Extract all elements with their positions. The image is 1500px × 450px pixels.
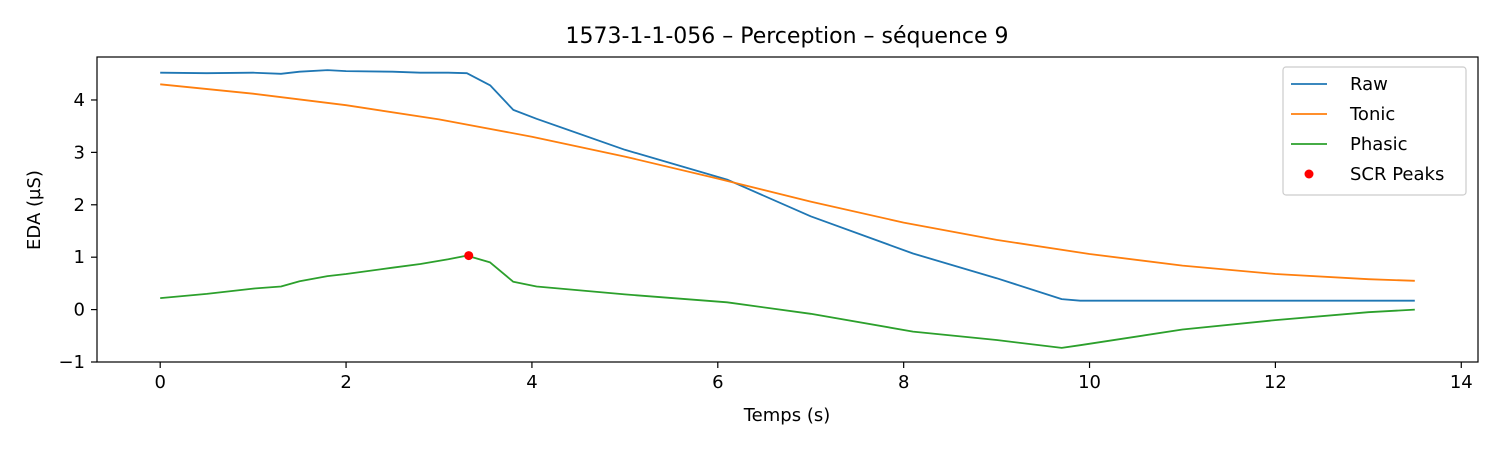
series-line-phasic (160, 254, 1415, 349)
y-tick-label: 0 (74, 300, 85, 321)
legend-swatch (1304, 169, 1314, 179)
series-line-raw (160, 69, 1415, 302)
x-tick-label: 10 (1078, 372, 1101, 393)
x-tick-label: 12 (1264, 372, 1287, 393)
x-tick-label: 6 (712, 372, 723, 393)
plot-area (160, 69, 1415, 349)
x-tick-label: 4 (526, 372, 537, 393)
legend-box (1282, 66, 1467, 196)
scr-peak-point (464, 251, 474, 261)
legend-label: SCR Peaks (1350, 164, 1444, 185)
legend: Raw Tonic Phasic SCR Peaks (1282, 66, 1467, 196)
x-tick-label: 0 (154, 372, 165, 393)
legend-label: Raw (1350, 74, 1388, 95)
legend-label: Phasic (1350, 134, 1408, 155)
x-tick-label: 14 (1450, 372, 1473, 393)
y-tick-label: −1 (58, 352, 85, 373)
y-tick-label: 1 (74, 247, 85, 268)
y-axis: −1 0 1 2 3 4 (58, 90, 97, 373)
legend-label: Tonic (1349, 104, 1395, 125)
x-axis: 0 2 4 6 8 10 12 14 (154, 362, 1473, 393)
y-axis-label: EDA (µS) (24, 170, 45, 250)
chart-title: 1573-1-1-056 – Perception – séquence 9 (565, 24, 1008, 49)
y-tick-label: 3 (74, 142, 85, 163)
x-tick-label: 8 (898, 372, 909, 393)
series-line-tonic (160, 83, 1415, 282)
plot-frame (96, 56, 1479, 363)
x-tick-label: 2 (340, 372, 351, 393)
y-tick-label: 4 (74, 90, 85, 111)
y-tick-label: 2 (74, 195, 85, 216)
x-axis-label: Temps (s) (743, 405, 831, 426)
